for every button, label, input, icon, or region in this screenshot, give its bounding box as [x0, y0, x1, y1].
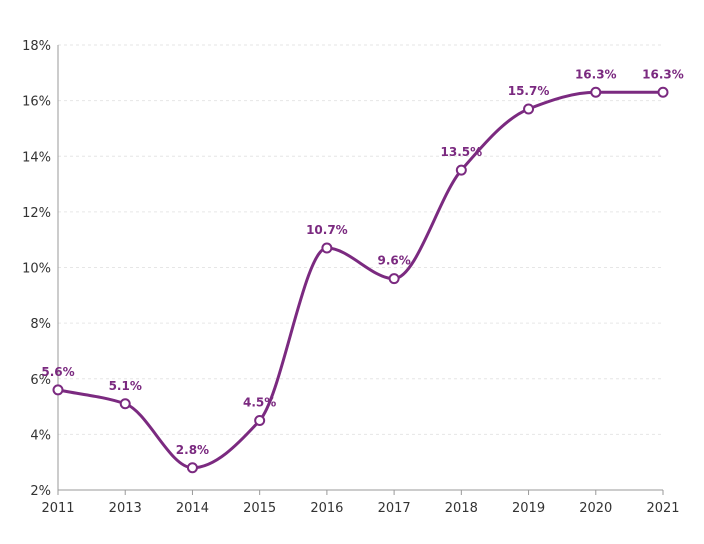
data-label: 4.5%: [243, 395, 276, 409]
x-tick-label: 2019: [512, 501, 545, 516]
y-tick-label: 14%: [22, 150, 51, 165]
data-point[interactable]: [321, 242, 333, 254]
x-tick-label: 2013: [109, 501, 142, 516]
x-tick-label: 2018: [445, 501, 478, 516]
y-tick-label: 18%: [22, 39, 51, 54]
x-tick-label: 2015: [243, 501, 276, 516]
data-label: 15.7%: [508, 84, 550, 98]
axes: 2% 4% 6% 8% 10% 12% 14% 16% 18% 2011 2013 2014 2015 2…: [22, 39, 679, 516]
data-label: 5.6%: [41, 365, 74, 379]
y-tick-label: 8%: [30, 317, 51, 332]
gridlines: [58, 44, 663, 435]
data-label: 13.5%: [441, 145, 483, 159]
y-tick-label: 2%: [30, 484, 51, 499]
data-point[interactable]: [455, 164, 467, 176]
x-tick-label: 2017: [378, 501, 411, 516]
x-tick-label: 2016: [310, 501, 343, 516]
data-label: 16.3%: [575, 67, 617, 81]
y-tick-label: 12%: [22, 206, 51, 221]
data-point[interactable]: [523, 103, 535, 115]
x-tick-label: 2020: [579, 501, 612, 516]
data-point[interactable]: [119, 398, 131, 410]
data-label: 2.8%: [176, 443, 209, 457]
data-point[interactable]: [186, 462, 198, 474]
y-tick-label: 10%: [22, 262, 51, 277]
data-label: 9.6%: [377, 254, 410, 268]
series: [52, 86, 669, 474]
data-point[interactable]: [590, 86, 602, 98]
data-label: 16.3%: [642, 67, 684, 81]
data-point[interactable]: [254, 414, 266, 426]
y-tick-label: 16%: [22, 95, 51, 110]
data-label: 10.7%: [306, 223, 348, 237]
data-labels: 5.6% 5.1% 2.8% 4.5% 10.7% 9.6% 13.5% 15.7% 16.3%…: [41, 67, 683, 456]
series-line: [56, 90, 665, 470]
x-tick-label: 2021: [646, 501, 679, 516]
data-point[interactable]: [52, 384, 64, 396]
x-tick-label: 2014: [176, 501, 209, 516]
data-label: 5.1%: [109, 379, 142, 393]
y-tick-label: 4%: [30, 428, 51, 443]
data-point[interactable]: [388, 273, 400, 285]
y-tick-label: 6%: [30, 373, 51, 388]
x-tick-label: 2011: [41, 501, 74, 516]
data-point[interactable]: [657, 86, 669, 98]
